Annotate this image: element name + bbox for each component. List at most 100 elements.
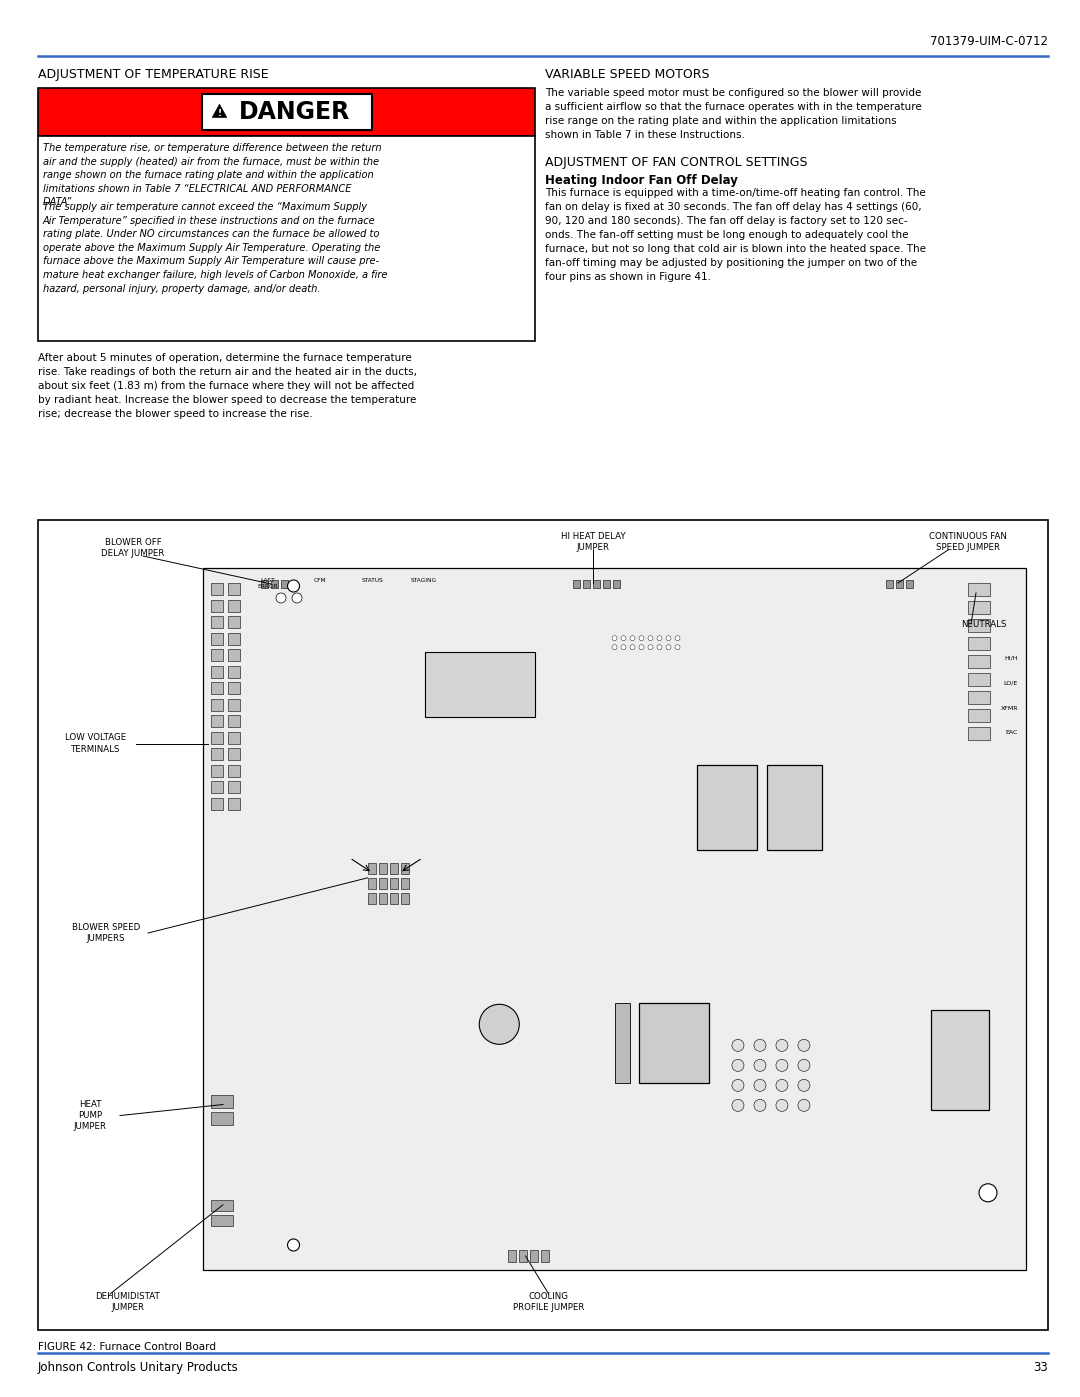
Bar [211,732,222,743]
Text: STAGING: STAGING [410,578,437,583]
Bar [401,877,408,888]
Bar [228,747,240,760]
Bar [573,580,580,588]
Bar [211,1112,233,1125]
Text: VARIABLE SPEED MOTORS: VARIABLE SPEED MOTORS [545,68,710,81]
Bar [211,781,222,793]
Bar [228,665,240,678]
Text: The temperature rise, or temperature difference between the return
air and the s: The temperature rise, or temperature dif… [43,142,381,207]
Circle shape [287,580,299,592]
Bar [228,633,240,644]
Bar [767,764,822,849]
Bar [968,726,990,740]
Bar [968,601,990,615]
Bar [529,1250,538,1261]
Bar [390,863,397,875]
Bar [203,569,1026,1270]
Bar [211,616,222,629]
Bar [271,580,278,588]
Bar [968,583,990,597]
Text: LOW VOLTAGE
TERMINALS: LOW VOLTAGE TERMINALS [66,733,126,753]
Circle shape [775,1099,788,1112]
Circle shape [798,1099,810,1112]
Bar [401,863,408,875]
Text: BLOWER OFF
DELAY JUMPER: BLOWER OFF DELAY JUMPER [102,538,164,557]
Circle shape [754,1039,766,1052]
Text: COOLING
PROFILE JUMPER: COOLING PROFILE JUMPER [513,1292,584,1312]
Circle shape [621,636,626,641]
Bar [228,798,240,809]
Text: Johnson Controls Unitary Products: Johnson Controls Unitary Products [38,1361,239,1375]
Bar [390,893,397,904]
Circle shape [775,1059,788,1071]
Bar [401,893,408,904]
Circle shape [798,1059,810,1071]
Text: NEUTRALS: NEUTRALS [960,620,1005,629]
Bar [228,764,240,777]
Text: DANGER: DANGER [239,101,350,124]
Bar [228,781,240,793]
Text: LAST
ERROR: LAST ERROR [258,578,279,588]
Text: LO/E: LO/E [1003,680,1018,686]
Circle shape [639,636,644,641]
Bar [508,1250,515,1261]
Circle shape [612,636,617,641]
Bar [211,665,222,678]
Circle shape [639,644,644,650]
Bar [261,580,268,588]
Bar [211,1215,233,1225]
Bar [968,637,990,650]
Circle shape [612,644,617,650]
Text: BLOWER SPEED
JUMPERS: BLOWER SPEED JUMPERS [72,923,140,943]
Text: This furnace is equipped with a time-on/time-off heating fan control. The
fan on: This furnace is equipped with a time-on/… [545,189,926,282]
Bar [211,633,222,644]
Circle shape [732,1080,744,1091]
Bar [896,580,903,588]
Text: CFM: CFM [313,578,326,583]
Bar [202,94,372,130]
Circle shape [775,1080,788,1091]
Text: ADJUSTMENT OF TEMPERATURE RISE: ADJUSTMENT OF TEMPERATURE RISE [38,68,269,81]
Text: ADJUSTMENT OF FAN CONTROL SETTINGS: ADJUSTMENT OF FAN CONTROL SETTINGS [545,156,808,169]
Bar [968,710,990,722]
Circle shape [276,592,286,604]
Bar [615,1003,630,1083]
Bar [540,1250,549,1261]
Bar [367,877,376,888]
Bar [228,698,240,711]
Text: STATUS: STATUS [361,578,383,583]
Text: HI HEAT DELAY
JUMPER: HI HEAT DELAY JUMPER [561,532,625,552]
Circle shape [648,636,653,641]
Bar [379,863,387,875]
Circle shape [754,1059,766,1071]
Bar [38,88,535,136]
Circle shape [675,636,680,641]
Bar [228,732,240,743]
Bar [211,583,222,595]
Text: HEAT
PUMP
JUMPER: HEAT PUMP JUMPER [73,1099,107,1132]
Circle shape [775,1039,788,1052]
Circle shape [732,1099,744,1112]
Bar [697,764,757,849]
Circle shape [630,644,635,650]
Bar [211,1094,233,1108]
Bar [968,692,990,704]
Bar [968,673,990,686]
Circle shape [287,1239,299,1250]
Bar [228,682,240,694]
Text: The variable speed motor must be configured so the blower will provide
a suffici: The variable speed motor must be configu… [545,88,921,140]
Bar [593,580,600,588]
Circle shape [675,644,680,650]
Text: 33: 33 [1034,1361,1048,1375]
Circle shape [798,1080,810,1091]
Circle shape [978,1183,997,1201]
Bar [518,1250,527,1261]
Bar [228,583,240,595]
Bar [281,580,288,588]
Circle shape [754,1099,766,1112]
Circle shape [630,636,635,641]
Bar [583,580,591,588]
Bar [906,580,913,588]
Bar [211,764,222,777]
Circle shape [621,644,626,650]
